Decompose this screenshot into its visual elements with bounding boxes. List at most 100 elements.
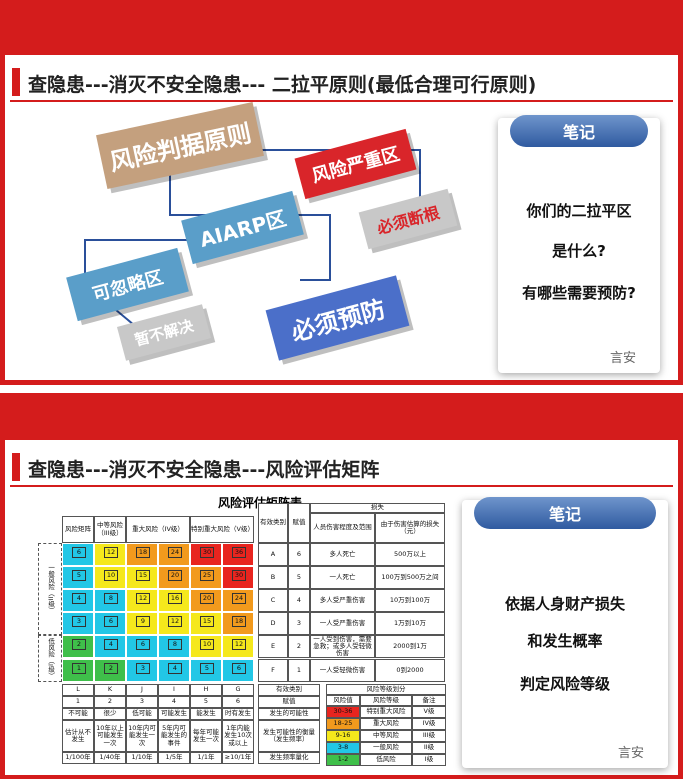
title-marker — [12, 68, 20, 96]
levels-cell: 1-2 — [326, 754, 360, 766]
matrix-value: 4 — [168, 663, 182, 674]
loss-cell: 一人受严重伤害 — [310, 612, 375, 635]
note-line: 判定风险等级 — [519, 674, 610, 693]
title-rule — [10, 100, 673, 102]
loss-cell: 2000到1万 — [375, 635, 445, 658]
matrix-footer: K — [94, 684, 126, 696]
loss-column: 赋值 — [288, 503, 310, 543]
matrix-footer: 能发生 — [190, 708, 222, 720]
levels-cell: 重大风险 — [360, 718, 412, 730]
note-card — [498, 118, 660, 373]
matrix-value: 24 — [232, 593, 246, 604]
loss-cell: 100万到500万之间 — [375, 566, 445, 589]
note-line: 是什么? — [552, 241, 606, 260]
levels-cell: II级 — [412, 742, 446, 754]
loss-cell: 500万以上 — [375, 543, 445, 566]
matrix-value: 8 — [168, 639, 182, 650]
matrix-footer: 1/5年 — [158, 752, 190, 764]
loss-header: 损失 — [310, 503, 445, 513]
slide-title: 查隐患---消灭不安全隐患---风险评估矩阵 — [28, 459, 380, 481]
matrix-footer: 5年内可能发生的事件 — [158, 720, 190, 752]
matrix-value: 36 — [232, 547, 246, 558]
footer-label: 有效类别 — [258, 684, 320, 696]
loss-column: 有效类别 — [258, 503, 288, 543]
matrix-value: 6 — [232, 663, 246, 674]
matrix-footer: I — [158, 684, 190, 696]
matrix-footer: 1/10年 — [126, 752, 158, 764]
loss-cell: 6 — [288, 543, 310, 566]
matrix-value: 1 — [72, 663, 86, 674]
title-rule — [10, 485, 673, 487]
loss-cell: 一人受到伤害，需要急救；或多人受轻微伤害 — [310, 635, 375, 658]
note-line: 依据人身财产损失 — [504, 594, 625, 613]
levels-cell: 低风险 — [360, 754, 412, 766]
matrix-value: 16 — [168, 593, 182, 604]
loss-cell: 0到2000 — [375, 659, 445, 682]
slide-title: 查隐患---消灭不安全隐患--- 二拉平原则(最低合理可行原则) — [28, 74, 537, 96]
matrix-value: 24 — [168, 547, 182, 558]
watermark: 言安 — [610, 351, 637, 366]
matrix-value: 18 — [232, 616, 246, 627]
loss-cell: 1 — [288, 659, 310, 682]
note-line: 有哪些需要预防? — [522, 283, 636, 302]
matrix-footer: 2 — [94, 696, 126, 708]
loss-cell: 3 — [288, 612, 310, 635]
band-header: 重大风险（IV级） — [126, 516, 190, 543]
band-header: 特别重大风险（V级） — [190, 516, 254, 543]
matrix-value: 2 — [72, 639, 86, 650]
watermark: 言安 — [618, 746, 645, 761]
loss-cell: 5 — [288, 566, 310, 589]
loss-cell: C — [258, 589, 288, 612]
matrix-footer: 10年内可能发生一次 — [126, 720, 158, 752]
matrix-value: 20 — [200, 593, 214, 604]
levels-cell: 18-25 — [326, 718, 360, 730]
levels-cell: 3-8 — [326, 742, 360, 754]
matrix-value: 5 — [200, 663, 214, 674]
matrix-value: 6 — [72, 547, 86, 558]
matrix-value: 3 — [136, 663, 150, 674]
footer-label: 发生频率量化 — [258, 752, 320, 764]
levels-column: 备注 — [412, 695, 446, 706]
matrix-footer: 估计从不发生 — [62, 720, 94, 752]
levels-cell: III级 — [412, 730, 446, 742]
matrix-value: 15 — [200, 616, 214, 627]
matrix-value: 5 — [72, 570, 86, 581]
matrix-value: 8 — [104, 593, 118, 604]
matrix-footer: 1年内能发生10次或以上 — [222, 720, 254, 752]
levels-cell: I级 — [412, 754, 446, 766]
matrix-value: 10 — [104, 570, 118, 581]
loss-cell: 多人死亡 — [310, 543, 375, 566]
levels-cell: 中等风险 — [360, 730, 412, 742]
matrix-footer: 不可能 — [62, 708, 94, 720]
side-band: 一般风险（II级） — [38, 543, 62, 635]
note-heading: 笔记 — [510, 115, 648, 147]
note-line: 和发生概率 — [527, 631, 603, 650]
levels-cell: 9-16 — [326, 730, 360, 742]
loss-cell: F — [258, 659, 288, 682]
levels-column: 风险等级 — [360, 695, 412, 706]
matrix-footer: 1/100年 — [62, 752, 94, 764]
loss-cell: 1万到10万 — [375, 612, 445, 635]
loss-cell: B — [258, 566, 288, 589]
matrix-value: 6 — [104, 616, 118, 627]
footer-label: 发生的可能性 — [258, 708, 320, 720]
loss-cell: 2 — [288, 635, 310, 658]
note-card — [462, 500, 668, 768]
levels-column: 风险值 — [326, 695, 360, 706]
matrix-footer: 每年可能发生一次 — [190, 720, 222, 752]
matrix-value: 3 — [72, 616, 86, 627]
levels-cell: 30-36 — [326, 706, 360, 718]
loss-column: 人员伤害程度及范围 — [310, 513, 375, 543]
matrix-value: 12 — [104, 547, 118, 558]
matrix-value: 25 — [200, 570, 214, 581]
note-line: 你们的二拉平区 — [526, 201, 632, 220]
loss-cell: 一人受轻微伤害 — [310, 659, 375, 682]
matrix-footer: 3 — [126, 696, 158, 708]
loss-column: 由于伤害估算的损失（元） — [375, 513, 445, 543]
matrix-footer: 6 — [222, 696, 254, 708]
loss-cell: 一人死亡 — [310, 566, 375, 589]
matrix-value: 6 — [136, 639, 150, 650]
title-marker — [12, 453, 20, 481]
footer-label: 发生可能性的衡量（发生频率） — [258, 720, 320, 752]
